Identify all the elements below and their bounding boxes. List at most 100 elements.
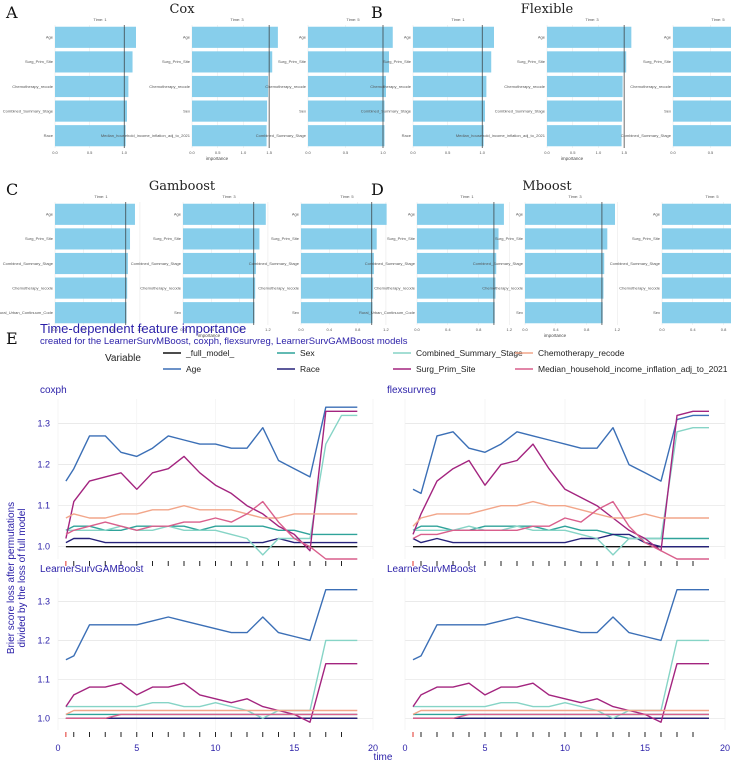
tick-label: 1.5	[266, 150, 272, 155]
tick-label: 1.5	[621, 150, 627, 155]
bar	[547, 125, 622, 147]
bar	[417, 302, 495, 324]
legend-item: Chemotherapy_recode	[515, 348, 625, 358]
series-line	[412, 709, 709, 716]
series-line	[412, 414, 709, 495]
category-label: Sex	[653, 310, 660, 315]
series-line	[412, 500, 709, 560]
tick-label: 0.0	[180, 327, 186, 332]
series-line	[65, 713, 358, 719]
category-label: Sex	[516, 310, 523, 315]
tick-label: 0.8	[355, 327, 361, 332]
x-tick-label: 15	[289, 743, 299, 753]
bar	[417, 203, 504, 225]
y-axis-label-line: divided by the loss of full model	[17, 509, 28, 648]
category-label: Chemotherapy_recode	[12, 84, 53, 89]
bar	[662, 277, 731, 299]
tick-label: 0.0	[544, 150, 550, 155]
facet-title: Time: 3	[222, 194, 236, 199]
facet-title: coxph	[40, 385, 67, 396]
bar	[301, 228, 377, 250]
category-label: Sex	[664, 108, 671, 113]
category-label: Age	[404, 35, 412, 40]
x-tick-label: 15	[640, 743, 650, 753]
bar	[673, 51, 731, 73]
bar	[55, 125, 126, 147]
chart-title: Time-dependent feature importance	[40, 321, 246, 336]
line-facet: LearnerSurvMBoost 0 5 10 15 20	[387, 564, 730, 753]
series-line	[65, 414, 358, 556]
category-label: Combined_Summary_Stage	[621, 133, 672, 138]
x-axis-label: time	[374, 752, 393, 763]
bar	[308, 75, 386, 98]
x-axis-label: importance	[198, 333, 221, 338]
bar	[417, 228, 499, 250]
tick-label: 0.0	[659, 327, 665, 332]
series-line	[65, 709, 358, 716]
category-label: Combined_Summary_Stage	[3, 108, 54, 113]
category-label: Combined_Summary_Stage	[495, 108, 546, 113]
x-tick-label: 5	[482, 743, 487, 753]
bar	[301, 203, 387, 225]
bar-facet: Time: 1 Age Surg_Prim_Site Combined_Summary…	[0, 194, 143, 332]
facet-title: Time: 1	[451, 17, 465, 22]
bar	[413, 51, 492, 73]
bar	[413, 125, 484, 147]
category-label: Age	[183, 35, 191, 40]
bar	[192, 125, 267, 147]
category-label: Combined_Summary_Stage	[249, 261, 300, 266]
series-line	[412, 533, 709, 548]
bar	[55, 203, 135, 225]
x-tick-label: 20	[720, 743, 730, 753]
category-label: Chemotherapy_recode	[482, 285, 523, 290]
tick-label: 0.0	[305, 150, 311, 155]
category-label: Chemotherapy_recode	[370, 84, 411, 89]
series-line	[412, 663, 709, 723]
tick-label: 1.2	[615, 327, 621, 332]
panel-title: Gamboost	[149, 179, 216, 194]
bar	[547, 51, 627, 73]
y-tick-label: 1.3	[37, 419, 50, 429]
bar	[55, 75, 129, 98]
category-label: Chemotherapy_recode	[265, 84, 306, 89]
bar-facet: Time: 3 Age Surg_Prim_Site Combined_Summary…	[131, 194, 272, 332]
bar	[525, 228, 608, 250]
category-label: Median_household_income_inflation_adj_to…	[101, 133, 191, 138]
category-label: Median_household_income_inflation_adj_to…	[456, 133, 546, 138]
legend-item: Combined_Summary_Stage	[393, 348, 523, 358]
bar	[308, 26, 393, 48]
category-label: Sex	[174, 310, 181, 315]
category-label: Chemotherapy_recode	[374, 285, 415, 290]
category-label: Sex	[292, 310, 299, 315]
category-label: Surg_Prim_Site	[153, 236, 182, 241]
category-label: Age	[174, 212, 182, 217]
category-label: Surg_Prim_Site	[278, 59, 307, 64]
category-label: Surg_Prim_Site	[25, 59, 54, 64]
category-label: Race	[402, 133, 412, 138]
tick-label: 0.5	[343, 150, 349, 155]
category-label: Age	[46, 212, 54, 217]
y-tick-label: 1.0	[37, 713, 50, 723]
bar	[547, 26, 632, 48]
bar	[183, 302, 255, 324]
y-tick-label: 1.2	[37, 460, 50, 470]
tick-label: 1.2	[265, 327, 271, 332]
bar	[673, 26, 731, 48]
tick-label: 1.0	[479, 150, 485, 155]
x-tick-label: 0	[402, 743, 407, 753]
panel-label: D	[371, 180, 384, 199]
facet-title: Time: 5	[705, 194, 719, 199]
bar	[301, 302, 373, 324]
panel-title: Flexible	[521, 2, 574, 17]
bar	[55, 228, 131, 250]
tick-label: 0.4	[553, 327, 559, 332]
bar-facet: Time: 1 Age Surg_Prim_Site Chemotherapy_rec…	[3, 17, 136, 155]
bar-facet: Time: 5 Age Surg_Prim_Site Chemotherapy_rec…	[256, 17, 393, 155]
category-label: Surg_Prim_Site	[25, 236, 54, 241]
x-axis-label: importance	[561, 156, 584, 161]
category-label: Surg_Prim_Site	[495, 236, 524, 241]
bar	[308, 51, 389, 73]
facet-title: Time: 1	[94, 194, 108, 199]
bar	[192, 75, 269, 98]
x-tick-label: 5	[134, 743, 139, 753]
